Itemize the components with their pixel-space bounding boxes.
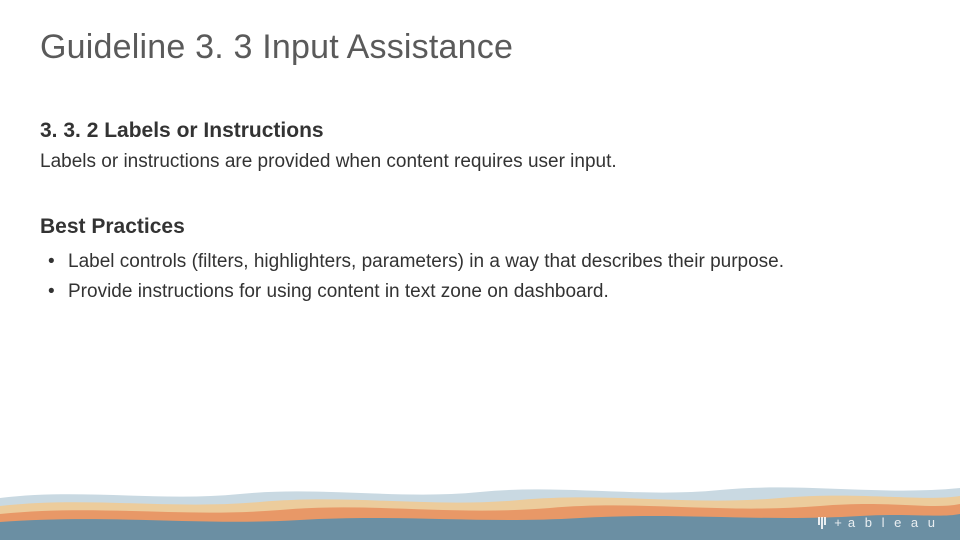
slide-title: Guideline 3. 3 Input Assistance (40, 28, 920, 67)
tableau-logo: + a b l e a u (818, 515, 938, 530)
footer-decoration (0, 470, 960, 540)
section-text: Labels or instructions are provided when… (40, 149, 920, 175)
logo-plus: + (834, 515, 842, 530)
section-heading: 3. 3. 2 Labels or Instructions (40, 119, 920, 143)
best-practices-heading: Best Practices (40, 215, 920, 239)
best-practices-list: Label controls (filters, highlighters, p… (40, 249, 920, 306)
logo-text: a b l e a u (848, 515, 938, 530)
list-item: Provide instructions for using content i… (68, 279, 920, 306)
slide-container: Guideline 3. 3 Input Assistance 3. 3. 2 … (0, 0, 960, 540)
list-item: Label controls (filters, highlighters, p… (68, 249, 920, 276)
logo-mark-icon (818, 517, 826, 529)
